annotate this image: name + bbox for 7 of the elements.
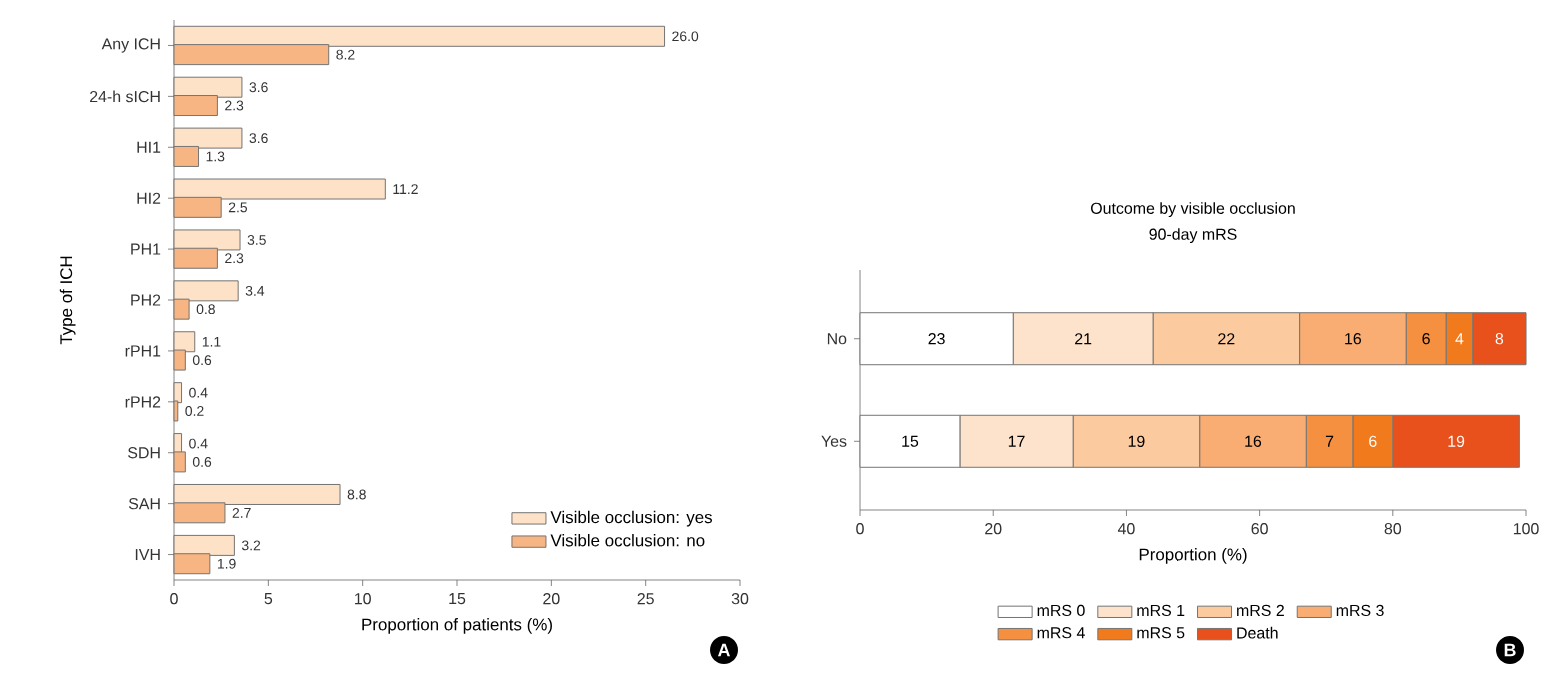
x-axis-title: Proportion of patients (%) — [362, 618, 552, 634]
y-axis-title: Type of ICH — [59, 256, 76, 345]
legend-label: Visible occlusion: no — [550, 533, 705, 547]
text: B — [1504, 643, 1516, 657]
legend-label: Visible occlusion: yes — [550, 510, 713, 527]
x-axis-title: Proportion (%) — [1139, 548, 1247, 564]
text: A — [717, 643, 730, 657]
